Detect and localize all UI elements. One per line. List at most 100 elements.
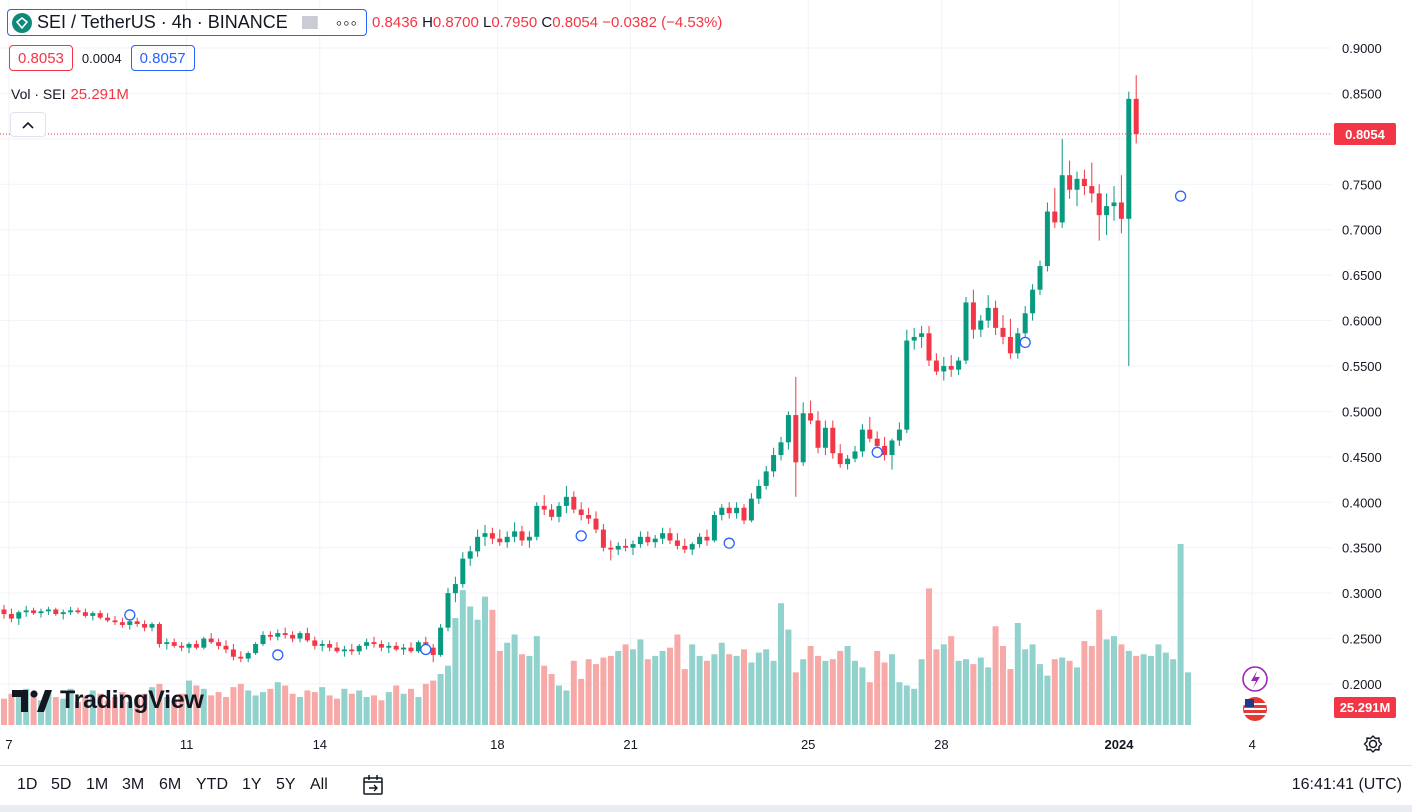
volume-bar bbox=[112, 697, 118, 725]
volume-bar bbox=[163, 697, 170, 725]
candles bbox=[1, 75, 1139, 663]
event-marker[interactable] bbox=[272, 649, 284, 661]
price-tick-label: 0.2500 bbox=[1342, 632, 1382, 647]
candlestick-chart[interactable]: 0.90000.85000.80000.75000.70000.65000.60… bbox=[0, 0, 1412, 765]
volume-bar bbox=[97, 693, 104, 725]
volume-bar bbox=[889, 654, 895, 725]
candle bbox=[1067, 160, 1073, 199]
volume-bar bbox=[1125, 650, 1132, 725]
volume-bar bbox=[755, 652, 762, 725]
axis-settings-icon[interactable] bbox=[1362, 733, 1384, 755]
volume-bar bbox=[615, 650, 622, 725]
volume-bar bbox=[282, 685, 289, 725]
volume-bar bbox=[955, 660, 962, 725]
time-tick-label: 18 bbox=[490, 737, 504, 752]
event-marker[interactable] bbox=[1174, 190, 1187, 202]
candle bbox=[341, 645, 347, 657]
chart-area[interactable]: 0.90000.85000.80000.75000.70000.65000.60… bbox=[0, 0, 1412, 765]
buy-price-button[interactable]: 0.8057 bbox=[130, 45, 195, 71]
timeframe-all[interactable]: All bbox=[310, 776, 328, 793]
candle bbox=[956, 356, 962, 376]
sell-price-button[interactable]: 0.8053 bbox=[9, 45, 73, 71]
timeframe-6m[interactable]: 6M bbox=[159, 776, 182, 793]
price-tick-label: 0.3500 bbox=[1342, 541, 1382, 556]
candle bbox=[845, 455, 851, 470]
candle bbox=[867, 416, 873, 443]
lightning-icon[interactable] bbox=[1242, 666, 1268, 692]
volume-bar bbox=[992, 626, 999, 725]
timeframe-1m[interactable]: 1M bbox=[86, 776, 109, 793]
event-marker[interactable] bbox=[124, 609, 136, 621]
timeframe-1y[interactable]: 1Y bbox=[242, 776, 262, 793]
volume-bar bbox=[1059, 657, 1066, 725]
volume-bar bbox=[208, 695, 215, 725]
candle bbox=[475, 529, 481, 557]
volume-legend[interactable]: Vol · SEI 25.291M bbox=[11, 86, 129, 103]
candle bbox=[630, 540, 636, 555]
bid-ask-row: 0.8053 0.0004 0.8057 bbox=[9, 45, 195, 71]
volume-bar bbox=[289, 693, 296, 725]
volume-bar bbox=[445, 665, 451, 725]
symbol-legend[interactable]: SEI / TetherUS · 4h · BINANCE ◦◦◦ bbox=[7, 9, 367, 36]
volume-bar bbox=[1051, 659, 1058, 725]
candle bbox=[460, 552, 466, 588]
candle bbox=[741, 504, 747, 525]
utc-clock[interactable]: 16:41:41 (UTC) bbox=[1291, 776, 1402, 793]
candle bbox=[371, 636, 377, 648]
candle bbox=[401, 644, 407, 655]
candle bbox=[31, 607, 37, 615]
volume-bar bbox=[770, 660, 777, 725]
volume-bar bbox=[1177, 544, 1184, 725]
volume-bar bbox=[1103, 639, 1110, 725]
volume-bar bbox=[8, 693, 15, 725]
timeframe-1d[interactable]: 1D bbox=[17, 776, 38, 793]
candle bbox=[245, 651, 251, 663]
open-value: 0.8436 bbox=[372, 14, 418, 31]
event-marker[interactable] bbox=[871, 446, 883, 458]
timeframe-5d[interactable]: 5D bbox=[51, 776, 72, 793]
collapse-legend-button[interactable] bbox=[10, 112, 46, 137]
candle bbox=[785, 411, 791, 450]
candle bbox=[512, 522, 518, 543]
candle bbox=[119, 617, 125, 628]
timeframe-ytd[interactable]: YTD bbox=[196, 776, 228, 793]
symbol-title[interactable]: SEI / TetherUS · 4h · BINANCE bbox=[37, 12, 288, 32]
candle bbox=[963, 296, 969, 365]
candle bbox=[105, 613, 111, 623]
volume-bar bbox=[933, 649, 940, 725]
flag-icon[interactable] bbox=[301, 16, 318, 29]
candle bbox=[112, 615, 118, 625]
candle bbox=[704, 529, 710, 546]
candle bbox=[822, 420, 828, 456]
volume-bar bbox=[866, 682, 873, 725]
candle bbox=[201, 636, 207, 650]
timeframe-3m[interactable]: 3M bbox=[122, 776, 145, 793]
volume-bar bbox=[489, 609, 496, 725]
event-marker[interactable] bbox=[723, 537, 735, 549]
volume-bar bbox=[75, 701, 81, 725]
more-options-icon[interactable]: ◦◦◦ bbox=[335, 12, 358, 33]
volume-bar bbox=[659, 650, 666, 725]
event-marker[interactable] bbox=[575, 530, 587, 542]
price-tick-label: 0.6500 bbox=[1342, 268, 1382, 283]
candle bbox=[1059, 138, 1065, 228]
event-marker[interactable] bbox=[1019, 336, 1031, 349]
us-flag-icon[interactable] bbox=[1243, 697, 1267, 721]
volume-bar bbox=[311, 692, 318, 725]
volume-bar bbox=[326, 695, 333, 725]
date-range-icon[interactable] bbox=[361, 773, 385, 797]
candle bbox=[149, 622, 155, 632]
candle bbox=[771, 447, 777, 477]
candle bbox=[1118, 175, 1124, 234]
volume-bar bbox=[578, 678, 585, 725]
timeframe-5y[interactable]: 5Y bbox=[276, 776, 296, 793]
volume-bar bbox=[563, 690, 570, 725]
volume-bar bbox=[785, 629, 792, 725]
volume-bar bbox=[267, 688, 274, 725]
candle bbox=[275, 629, 281, 641]
candle bbox=[1104, 193, 1110, 236]
candle bbox=[467, 545, 473, 566]
volume-bar bbox=[637, 639, 644, 725]
event-markers bbox=[124, 190, 1187, 661]
event-marker[interactable] bbox=[420, 643, 432, 656]
